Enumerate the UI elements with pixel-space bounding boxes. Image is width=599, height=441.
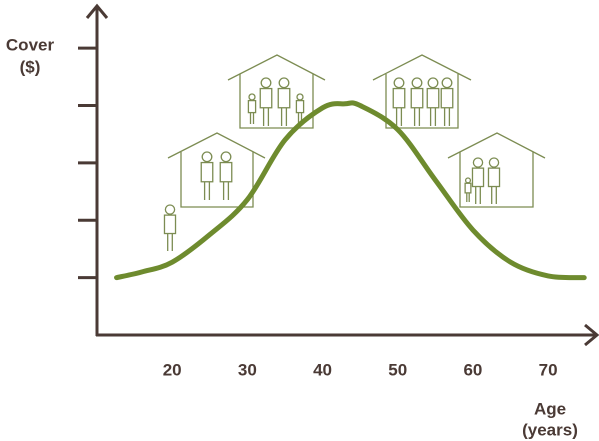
y-label: Cover [6, 35, 55, 54]
illustrations [163, 54, 546, 251]
person-head [260, 77, 272, 89]
y-label: ($) [20, 57, 41, 76]
person-body [471, 167, 485, 188]
person-head [427, 77, 439, 89]
person-body [277, 87, 291, 109]
person-head [411, 77, 423, 89]
person-body [247, 99, 257, 114]
person-head [393, 77, 405, 89]
house-roof [372, 54, 472, 81]
person-head [248, 93, 256, 101]
house-wall [180, 152, 254, 208]
x-label: (years) [522, 420, 578, 439]
house-wall [385, 74, 459, 129]
person-body [426, 87, 440, 109]
person-head [472, 157, 484, 168]
x-tick-label: 70 [539, 360, 558, 379]
person-body [410, 87, 424, 109]
x-tick-label: 40 [313, 360, 332, 379]
person-body [259, 87, 273, 109]
person-head [201, 151, 213, 163]
house-roof [167, 132, 266, 159]
person-head [164, 204, 176, 215]
person-head [441, 77, 453, 89]
house-roof [447, 132, 546, 159]
person-body [219, 161, 233, 183]
person-body [487, 167, 501, 188]
house-wall [239, 74, 314, 129]
house-roof [227, 54, 326, 81]
person-head [278, 77, 290, 89]
house-wall [459, 152, 534, 208]
person-body [440, 87, 454, 109]
cover-curve [114, 100, 587, 281]
person-body [295, 99, 305, 114]
person-body [200, 161, 214, 183]
person-head [220, 151, 232, 163]
x-label: Age [534, 399, 566, 418]
x-tick-label: 30 [238, 360, 257, 379]
x-tick-label: 20 [163, 360, 182, 379]
person-head [488, 157, 500, 168]
person-body [163, 214, 177, 235]
person-body [464, 182, 472, 194]
person-head [296, 93, 304, 101]
x-tick-label: 60 [463, 360, 482, 379]
x-tick-label: 50 [388, 360, 407, 379]
person-head [464, 177, 472, 184]
person-body [392, 87, 406, 109]
